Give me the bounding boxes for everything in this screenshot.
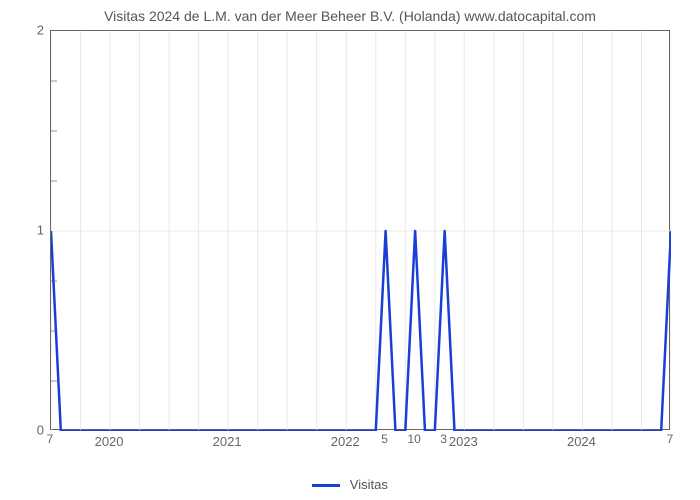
plot-svg — [51, 31, 671, 431]
point-value-label: 7 — [667, 432, 674, 446]
legend-swatch — [312, 484, 340, 487]
plot-area — [50, 30, 670, 430]
x-tick-label: 2023 — [449, 434, 478, 449]
point-value-label: 10 — [407, 432, 420, 446]
point-value-label: 3 — [440, 432, 447, 446]
chart-container: Visitas 2024 de L.M. van der Meer Beheer… — [0, 0, 700, 500]
point-value-label: 5 — [381, 432, 388, 446]
chart-title: Visitas 2024 de L.M. van der Meer Beheer… — [0, 0, 700, 24]
y-tick-label: 1 — [37, 223, 44, 238]
y-tick-label: 0 — [37, 423, 44, 438]
x-tick-label: 2021 — [213, 434, 242, 449]
x-tick-label: 2024 — [567, 434, 596, 449]
x-tick-label: 2022 — [331, 434, 360, 449]
point-value-label: 7 — [47, 432, 54, 446]
y-tick-label: 2 — [37, 23, 44, 38]
x-tick-label: 2020 — [95, 434, 124, 449]
legend-label: Visitas — [350, 477, 388, 492]
legend: Visitas — [0, 477, 700, 492]
